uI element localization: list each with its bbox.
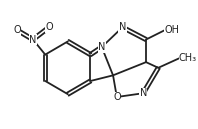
- Text: N: N: [119, 22, 126, 32]
- Text: N: N: [140, 88, 147, 98]
- Text: O: O: [113, 92, 121, 102]
- Text: N: N: [98, 42, 105, 52]
- Text: OH: OH: [165, 25, 180, 35]
- Text: O: O: [13, 25, 21, 35]
- Text: O: O: [45, 22, 53, 32]
- Text: N: N: [29, 35, 37, 45]
- Text: CH₃: CH₃: [179, 53, 197, 63]
